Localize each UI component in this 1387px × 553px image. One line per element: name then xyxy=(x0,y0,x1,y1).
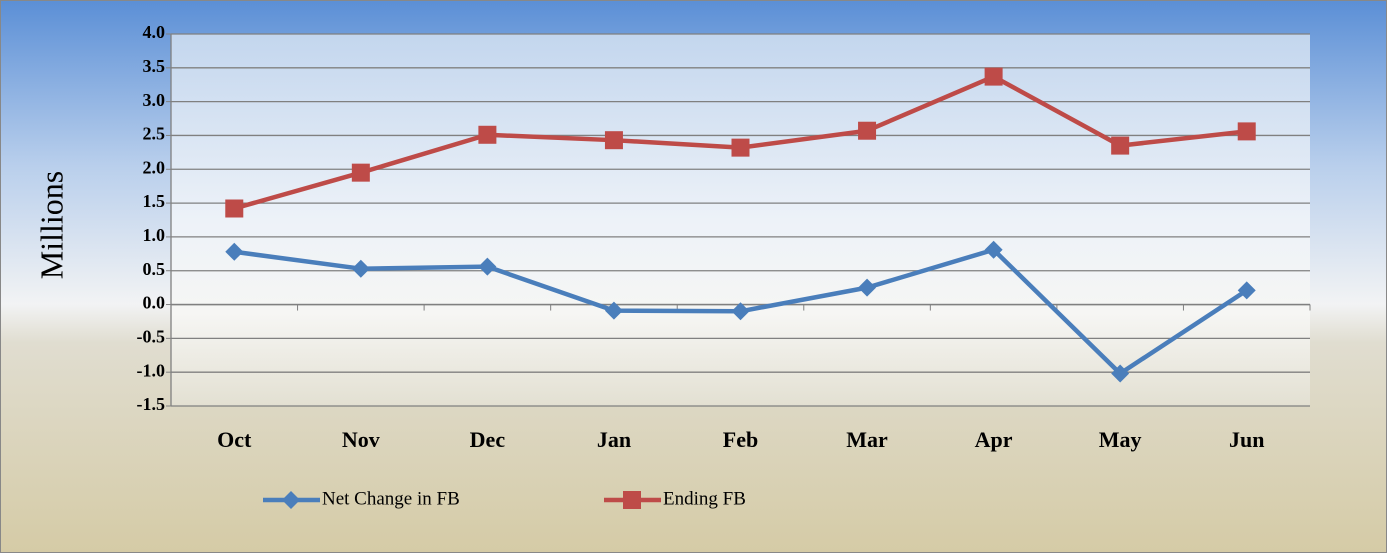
y-tick-label: 1.0 xyxy=(143,225,166,245)
marker xyxy=(225,199,244,218)
marker xyxy=(1111,364,1130,383)
x-tick-label: Feb xyxy=(723,427,758,452)
marker xyxy=(858,278,877,297)
marker xyxy=(351,259,370,278)
marker xyxy=(623,491,641,509)
y-tick-label: 0.0 xyxy=(143,293,166,313)
marker xyxy=(282,491,300,509)
marker xyxy=(984,67,1003,86)
y-tick-label: -1.0 xyxy=(137,360,166,380)
y-tick-label: 0.5 xyxy=(143,259,166,279)
x-tick-label: Apr xyxy=(975,427,1013,452)
legend-label: Ending FB xyxy=(663,488,746,509)
marker xyxy=(478,257,497,276)
y-tick-label: -1.5 xyxy=(137,394,166,414)
marker xyxy=(1237,281,1256,300)
marker xyxy=(731,302,750,321)
marker xyxy=(604,131,623,150)
x-tick-label: May xyxy=(1099,427,1142,452)
plot-area xyxy=(171,34,1310,406)
y-tick-label: 2.0 xyxy=(143,157,166,177)
y-tick-label: 3.0 xyxy=(143,90,166,110)
x-tick-label: Dec xyxy=(470,427,506,452)
marker xyxy=(1237,122,1256,141)
marker xyxy=(858,121,877,140)
y-axis-label: Millions xyxy=(33,171,69,279)
marker xyxy=(1111,136,1130,155)
x-tick-label: Jan xyxy=(597,427,631,452)
marker xyxy=(984,240,1003,259)
y-tick-label: 3.5 xyxy=(143,56,166,76)
marker xyxy=(604,301,623,320)
y-tick-label: 4.0 xyxy=(143,22,166,42)
x-tick-label: Nov xyxy=(342,427,380,452)
x-tick-label: Oct xyxy=(217,427,252,452)
marker xyxy=(225,242,244,261)
y-tick-label: 1.5 xyxy=(143,191,166,211)
x-tick-label: Mar xyxy=(846,427,888,452)
x-tick-label: Jun xyxy=(1229,427,1264,452)
marker xyxy=(731,138,750,157)
y-tick-label: -0.5 xyxy=(137,326,166,346)
marker xyxy=(351,163,370,182)
legend-label: Net Change in FB xyxy=(322,488,460,509)
marker xyxy=(478,125,497,144)
y-tick-label: 2.5 xyxy=(143,124,166,144)
